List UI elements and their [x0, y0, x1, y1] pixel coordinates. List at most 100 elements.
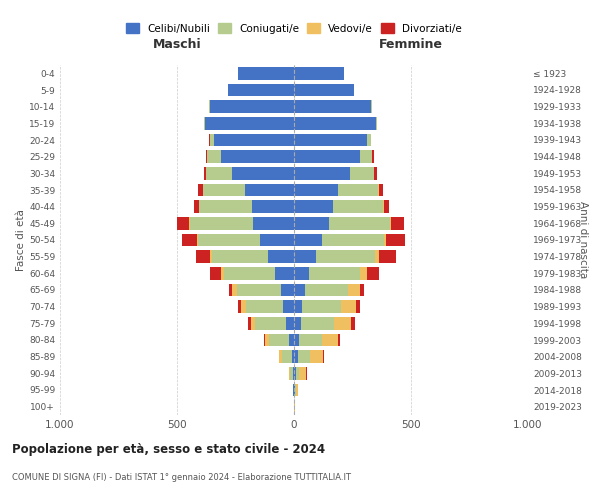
- Bar: [283, 350, 292, 363]
- Bar: [214, 134, 294, 146]
- Bar: [208, 150, 221, 163]
- Bar: [294, 134, 367, 146]
- Bar: [252, 200, 294, 213]
- Bar: [232, 284, 236, 296]
- Bar: [194, 200, 199, 213]
- Bar: [350, 167, 374, 179]
- Bar: [251, 317, 256, 330]
- Bar: [256, 317, 286, 330]
- Bar: [198, 234, 260, 246]
- Bar: [359, 150, 373, 163]
- Bar: [260, 234, 294, 246]
- Bar: [221, 150, 294, 163]
- Bar: [309, 267, 359, 280]
- Bar: [294, 367, 296, 380]
- Bar: [245, 184, 294, 196]
- Bar: [334, 317, 352, 330]
- Bar: [206, 150, 208, 163]
- Bar: [210, 134, 214, 146]
- Bar: [203, 184, 245, 196]
- Bar: [323, 350, 324, 363]
- Bar: [197, 234, 198, 246]
- Bar: [302, 300, 341, 313]
- Bar: [294, 117, 376, 130]
- Bar: [359, 284, 364, 296]
- Bar: [293, 384, 294, 396]
- Bar: [286, 317, 294, 330]
- Bar: [294, 67, 344, 80]
- Y-axis label: Fasce di età: Fasce di età: [16, 209, 26, 271]
- Bar: [289, 367, 290, 380]
- Bar: [294, 200, 332, 213]
- Bar: [189, 217, 190, 230]
- Bar: [294, 250, 316, 263]
- Bar: [294, 184, 338, 196]
- Bar: [293, 367, 294, 380]
- Legend: Celibi/Nubili, Coniugati/e, Vedovi/e, Divorziati/e: Celibi/Nubili, Coniugati/e, Vedovi/e, Di…: [124, 21, 464, 35]
- Bar: [295, 384, 296, 396]
- Bar: [290, 367, 293, 380]
- Bar: [294, 350, 298, 363]
- Bar: [356, 300, 360, 313]
- Bar: [294, 167, 350, 179]
- Bar: [280, 350, 283, 363]
- Bar: [383, 200, 389, 213]
- Bar: [205, 117, 294, 130]
- Bar: [376, 117, 377, 130]
- Bar: [294, 384, 295, 396]
- Bar: [294, 84, 353, 96]
- Bar: [386, 234, 405, 246]
- Bar: [374, 167, 377, 179]
- Bar: [178, 217, 189, 230]
- Bar: [305, 284, 348, 296]
- Bar: [281, 284, 294, 296]
- Bar: [384, 234, 386, 246]
- Bar: [221, 267, 224, 280]
- Bar: [338, 334, 340, 346]
- Bar: [294, 100, 371, 113]
- Bar: [299, 334, 322, 346]
- Bar: [322, 234, 384, 246]
- Bar: [367, 267, 379, 280]
- Bar: [210, 100, 294, 113]
- Bar: [238, 67, 294, 80]
- Bar: [246, 300, 283, 313]
- Bar: [248, 317, 251, 330]
- Bar: [198, 184, 203, 196]
- Bar: [269, 334, 289, 346]
- Bar: [294, 267, 309, 280]
- Bar: [206, 167, 232, 179]
- Bar: [229, 284, 232, 296]
- Bar: [283, 300, 294, 313]
- Bar: [299, 367, 307, 380]
- Bar: [391, 217, 404, 230]
- Bar: [289, 334, 294, 346]
- Bar: [294, 317, 301, 330]
- Bar: [236, 284, 281, 296]
- Bar: [211, 267, 221, 280]
- Text: COMUNE DI SIGNA (FI) - Dati ISTAT 1° gennaio 2024 - Elaborazione TUTTITALIA.IT: COMUNE DI SIGNA (FI) - Dati ISTAT 1° gen…: [12, 472, 351, 482]
- Bar: [196, 250, 210, 263]
- Bar: [232, 167, 294, 179]
- Bar: [182, 234, 197, 246]
- Bar: [268, 250, 294, 263]
- Bar: [204, 117, 205, 130]
- Bar: [238, 300, 241, 313]
- Bar: [294, 284, 305, 296]
- Text: Femmine: Femmine: [379, 38, 443, 51]
- Bar: [210, 250, 212, 263]
- Bar: [322, 334, 338, 346]
- Bar: [294, 334, 299, 346]
- Bar: [199, 200, 252, 213]
- Bar: [294, 300, 302, 313]
- Bar: [275, 267, 294, 280]
- Bar: [367, 134, 371, 146]
- Bar: [204, 167, 206, 179]
- Bar: [294, 150, 359, 163]
- Bar: [253, 217, 294, 230]
- Text: Popolazione per età, sesso e stato civile - 2024: Popolazione per età, sesso e stato civil…: [12, 442, 325, 456]
- Bar: [190, 217, 253, 230]
- Bar: [352, 317, 355, 330]
- Bar: [265, 334, 269, 346]
- Bar: [375, 250, 379, 263]
